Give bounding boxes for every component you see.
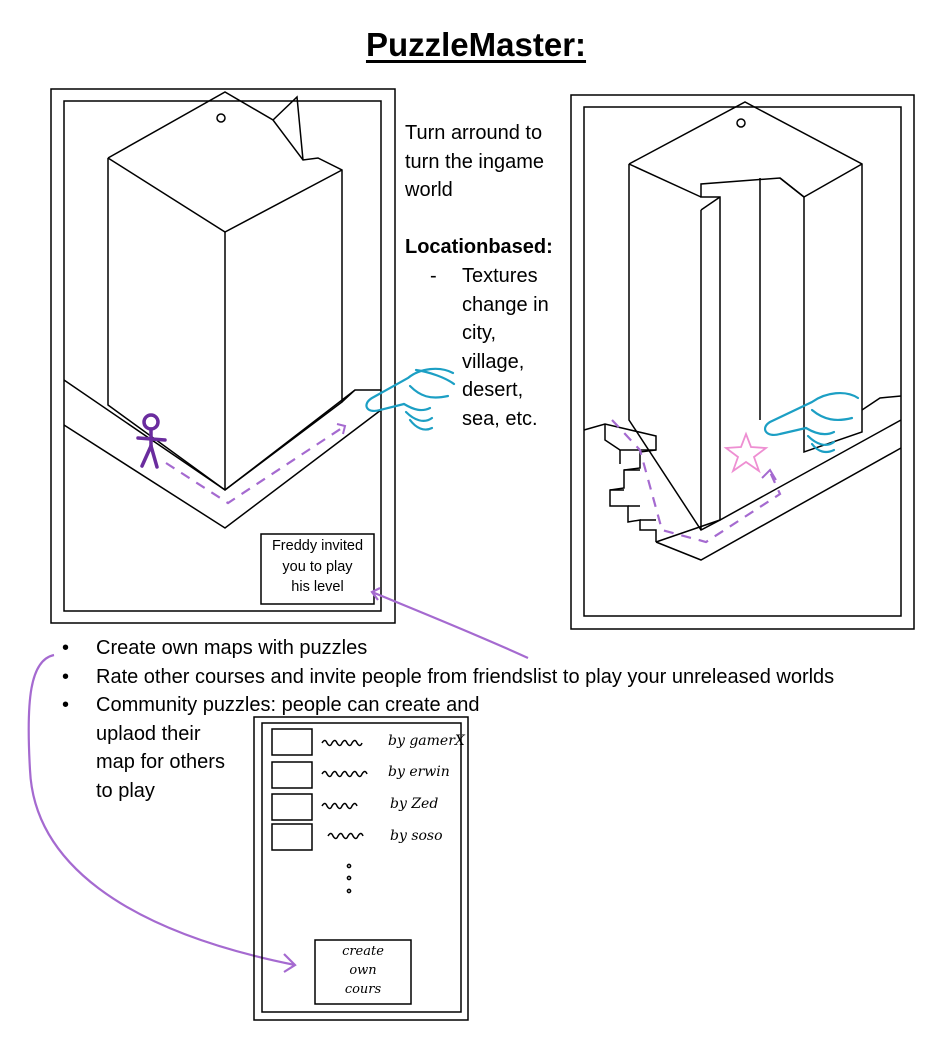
level-title-scribble bbox=[321, 739, 363, 747]
bullet-text: to play bbox=[96, 779, 155, 802]
left-walkway bbox=[63, 379, 381, 491]
turn-note: Turn arround to turn the ingame world bbox=[405, 119, 544, 205]
player-stick-figure bbox=[136, 413, 167, 469]
turn-note-line: turn the ingame bbox=[405, 150, 544, 173]
bullet-text: map for others bbox=[96, 751, 225, 773]
location-heading: Locationbased: bbox=[405, 236, 553, 258]
community-phone-mockup bbox=[253, 716, 469, 1021]
right-dashed-path bbox=[611, 419, 782, 544]
left-phone-frame bbox=[50, 88, 396, 624]
bullet-text: Rate other courses and invite people fro… bbox=[96, 665, 835, 688]
create-course-button[interactable] bbox=[314, 939, 412, 1005]
left-dashed-path bbox=[165, 425, 346, 505]
bullet-icon: • bbox=[62, 694, 70, 716]
level-thumbnail[interactable] bbox=[271, 793, 313, 821]
level-thumbnail[interactable] bbox=[271, 728, 313, 756]
location-line: desert, bbox=[462, 379, 524, 401]
bullet-icon: • bbox=[62, 665, 70, 688]
pointing-hand-icon bbox=[763, 392, 860, 454]
location-line: city, bbox=[462, 322, 497, 344]
create-line: cours bbox=[344, 982, 382, 997]
bullet-text: Create own maps with puzzles bbox=[96, 637, 368, 659]
left-tower bbox=[107, 91, 343, 491]
location-dash: - bbox=[430, 265, 437, 287]
turn-note-line: world bbox=[405, 179, 453, 201]
staircase bbox=[583, 423, 657, 542]
level-author: by erwin bbox=[388, 764, 450, 780]
level-thumbnail[interactable] bbox=[271, 823, 313, 851]
bullet-text: uplaod their bbox=[96, 722, 201, 745]
level-title-scribble bbox=[321, 770, 368, 778]
right-phone-frame bbox=[570, 94, 915, 630]
create-course-label: create own cours bbox=[316, 942, 410, 999]
left-phone-screen bbox=[63, 100, 382, 612]
level-title-scribble bbox=[327, 832, 364, 840]
invite-line: you to play bbox=[282, 558, 353, 575]
location-line: village, bbox=[462, 350, 525, 373]
right-phone-mockup bbox=[570, 94, 915, 630]
page-title: PuzzleMaster: bbox=[365, 26, 587, 63]
invite-popup-box[interactable] bbox=[260, 533, 375, 605]
bullet-icon: • bbox=[62, 637, 70, 659]
create-line: own bbox=[349, 963, 377, 978]
level-title-scribble bbox=[321, 802, 358, 810]
list-item: • Create own maps with puzzles bbox=[62, 634, 834, 663]
community-phone-frame bbox=[253, 716, 469, 1021]
invite-line: his level bbox=[291, 579, 344, 595]
feature-list: • Create own maps with puzzles • Rate ot… bbox=[62, 634, 834, 805]
goal-star-icon bbox=[723, 431, 769, 474]
invite-line: Freddy invited bbox=[271, 538, 364, 554]
bullet-continuation: uplaod their map for others to play bbox=[62, 720, 834, 806]
bullet-text: Community puzzles: people can create and bbox=[96, 694, 480, 716]
level-author: by gamerX bbox=[388, 733, 465, 749]
location-text: Textures change in city, village, desert… bbox=[462, 262, 549, 433]
turn-note-line: Turn arround to bbox=[405, 122, 543, 144]
right-phone-screen bbox=[583, 106, 902, 617]
right-tower bbox=[628, 101, 863, 531]
location-line: change in bbox=[462, 293, 549, 316]
location-line: Textures bbox=[462, 265, 538, 287]
list-item: • Rate other courses and invite people f… bbox=[62, 663, 834, 692]
community-phone-screen bbox=[261, 722, 462, 1013]
right-walkway bbox=[655, 419, 902, 543]
invite-arrow bbox=[371, 590, 529, 659]
list-item: • Community puzzles: people can create a… bbox=[62, 691, 834, 720]
create-arrow bbox=[27, 653, 296, 967]
level-author: by soso bbox=[390, 828, 443, 844]
create-line: create bbox=[342, 944, 384, 959]
camera-dot bbox=[736, 118, 746, 128]
invite-popup-text: Freddy invited you to play his level bbox=[262, 536, 373, 598]
more-dots-icon bbox=[346, 863, 352, 869]
left-phone-mockup bbox=[50, 88, 396, 624]
camera-dot bbox=[216, 113, 226, 123]
level-author: by Zed bbox=[390, 796, 439, 812]
level-thumbnail[interactable] bbox=[271, 761, 313, 789]
location-line: sea, etc. bbox=[462, 407, 538, 430]
pointing-hand-icon bbox=[365, 367, 456, 431]
